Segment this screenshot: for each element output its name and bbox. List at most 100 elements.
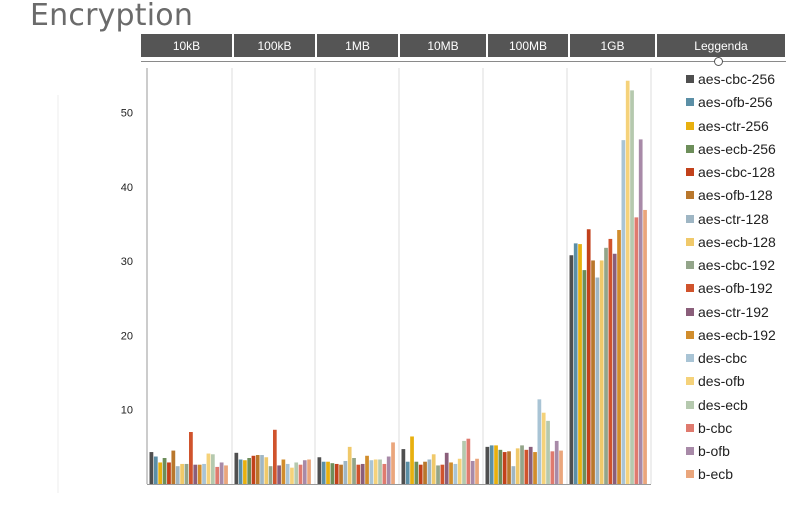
bar [149, 452, 154, 484]
bar [453, 463, 458, 484]
bar [153, 456, 158, 484]
legend-item: aes-ctr-128 [686, 210, 769, 228]
bar [410, 436, 414, 484]
resize-handle-icon[interactable] [714, 57, 723, 66]
legend-label: b-ecb [698, 466, 734, 483]
bar [234, 452, 239, 484]
y-tick-label: 50 [121, 108, 133, 120]
bar [423, 461, 427, 484]
bar [365, 455, 369, 484]
bar [604, 247, 608, 484]
bar [330, 463, 335, 484]
legend-swatch [686, 423, 694, 432]
y-tick-label: 10 [121, 405, 133, 417]
legend-item: aes-ctr-192 [686, 303, 769, 321]
bar [485, 446, 490, 484]
bar [559, 450, 563, 484]
bar [489, 445, 494, 484]
bar [215, 466, 220, 484]
legend-item: aes-ctr-256 [686, 117, 769, 135]
bar [507, 451, 511, 484]
legend-swatch [686, 121, 694, 130]
bar [251, 455, 256, 484]
bar [264, 457, 269, 484]
legend-label: des-cbc [698, 350, 748, 366]
bar [197, 464, 202, 484]
bar [625, 80, 630, 484]
legend-swatch [686, 284, 694, 293]
legend-item: b-ofb [686, 442, 730, 460]
bar [298, 464, 303, 484]
legend-label: b-cbc [698, 419, 733, 436]
bar [382, 463, 387, 484]
header-cell-legend[interactable]: Leggenda [657, 34, 785, 57]
bar [520, 445, 524, 484]
legend-swatch [686, 168, 694, 176]
bar [175, 466, 180, 484]
bar [444, 452, 449, 484]
bar [247, 458, 252, 484]
header-cell-1gb[interactable]: 1GB [570, 34, 655, 57]
header-divider [141, 61, 786, 62]
bar [352, 458, 356, 484]
bar [356, 464, 361, 484]
bar [401, 449, 406, 484]
bar [554, 440, 559, 484]
bar [210, 454, 215, 484]
legend-item: b-ecb [686, 465, 733, 483]
legend-swatch [686, 354, 694, 362]
header-cell-100mb[interactable]: 100MB [488, 34, 568, 57]
legend-item: aes-ofb-192 [686, 279, 773, 297]
legend-item: aes-cbc-256 [686, 70, 775, 88]
bar [511, 466, 516, 484]
bar [440, 464, 445, 484]
header-cell-10kb[interactable]: 10kB [141, 34, 232, 57]
bar [595, 277, 600, 484]
legend-swatch [686, 237, 694, 246]
legend-item: aes-ofb-128 [686, 186, 773, 204]
legend-swatch [686, 307, 694, 316]
bar [470, 460, 475, 484]
legend-swatch [686, 400, 694, 409]
bar [378, 459, 382, 484]
bar [255, 455, 260, 484]
legend-swatch [686, 470, 694, 479]
legend-swatch [686, 191, 694, 200]
bar [457, 458, 462, 484]
bar [285, 463, 290, 484]
bar [621, 140, 626, 484]
bar [524, 449, 529, 484]
bar [449, 462, 453, 484]
bar [184, 463, 189, 484]
bar [343, 460, 348, 484]
bar [630, 90, 634, 485]
legend-label: aes-cbc-256 [698, 71, 776, 87]
legend-swatch [686, 98, 694, 107]
bar [569, 255, 574, 484]
legend-swatch [686, 75, 694, 83]
legend-swatch [686, 377, 694, 386]
bar [643, 209, 647, 484]
header-cell-100kb[interactable]: 100kB [234, 34, 315, 57]
header-cell-1mb[interactable]: 1MB [317, 34, 398, 57]
legend-item: des-cbc [686, 349, 747, 367]
bar [436, 465, 440, 484]
bar [243, 460, 247, 484]
bar [238, 459, 243, 484]
bar [586, 229, 591, 484]
legend-label: aes-ofb-256 [698, 94, 773, 111]
legend-label: aes-ecb-128 [698, 233, 776, 250]
bar [321, 461, 326, 484]
bar [528, 446, 533, 484]
header-cell-10mb[interactable]: 10MB [400, 34, 486, 57]
legend-label: aes-cbc-192 [698, 257, 776, 273]
bar [634, 217, 639, 484]
bar [290, 467, 294, 484]
bar [277, 465, 281, 484]
bar [418, 464, 423, 484]
bar [582, 270, 587, 484]
legend-label: aes-ctr-256 [698, 117, 769, 134]
bar [498, 449, 503, 484]
bar [573, 243, 578, 484]
category-header-row: 10kB 100kB 1MB 10MB 100MB 1GB Leggenda [0, 34, 799, 58]
